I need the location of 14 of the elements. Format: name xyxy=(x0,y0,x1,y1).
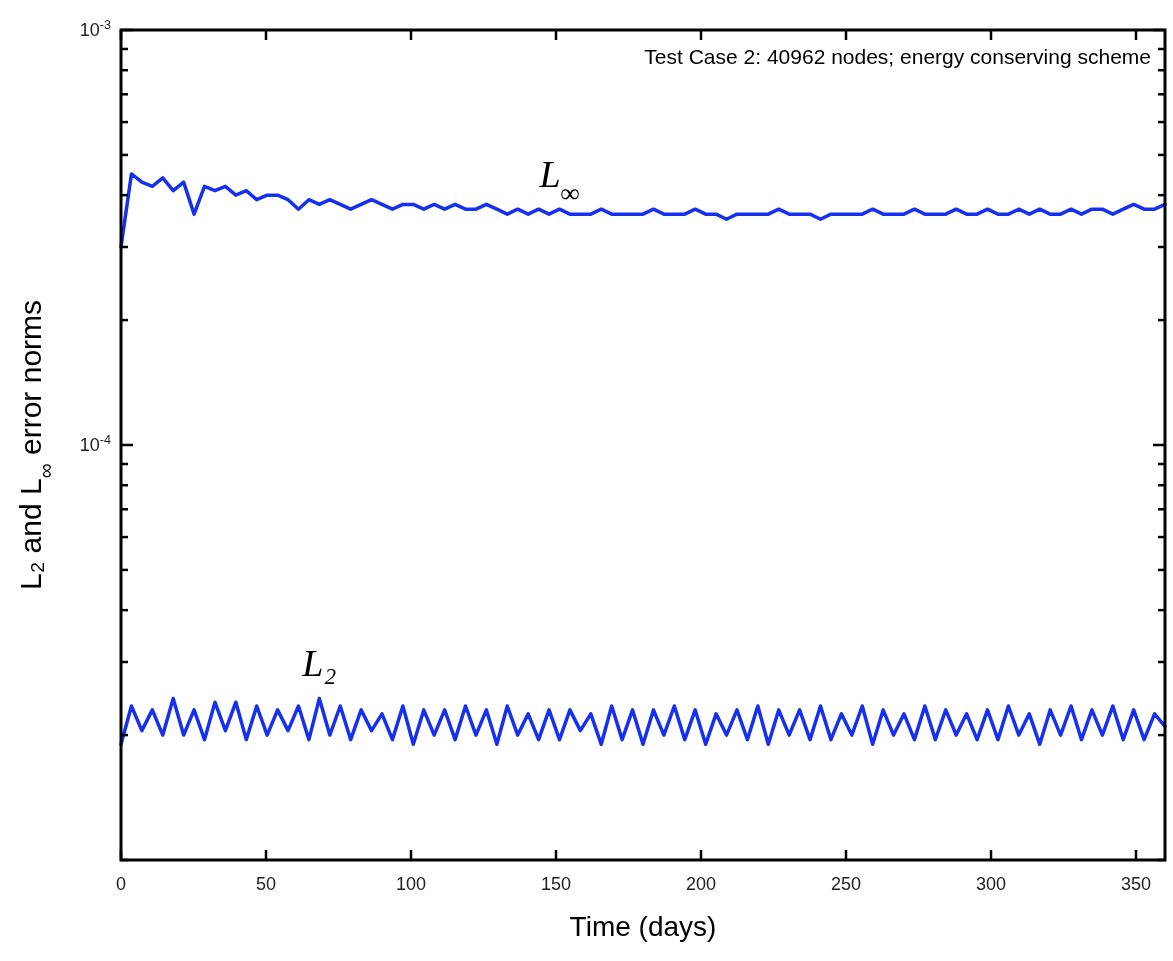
x-tick-label: 250 xyxy=(830,874,862,894)
x-axis-title: Time (days) xyxy=(569,911,717,942)
x-tick-label: 150 xyxy=(540,874,572,894)
series-label: L₂ xyxy=(301,642,337,685)
x-tick-label: 300 xyxy=(975,874,1007,894)
x-tick-label: 350 xyxy=(1120,874,1152,894)
x-tick-label: 100 xyxy=(395,874,427,894)
x-tick-label: 50 xyxy=(255,874,277,894)
annotation: Test Case 2: 40962 nodes; energy conserving scheme xyxy=(644,45,1151,68)
series-label: L$_{∞}$ xyxy=(538,153,580,209)
x-tick-label: 0 xyxy=(115,874,127,894)
y-tick-label: 10$^{-4}$ xyxy=(79,433,111,456)
x-tick-label: 200 xyxy=(685,874,717,894)
y-tick-label: 10$^{-3}$ xyxy=(79,18,111,41)
